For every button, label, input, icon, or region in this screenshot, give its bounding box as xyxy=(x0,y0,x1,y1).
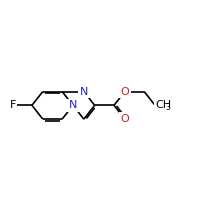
Text: N: N xyxy=(80,87,88,97)
Text: F: F xyxy=(9,100,16,110)
Text: O: O xyxy=(120,114,129,124)
Text: 3: 3 xyxy=(166,103,171,112)
Text: O: O xyxy=(120,87,129,97)
Text: N: N xyxy=(69,100,77,110)
Text: CH: CH xyxy=(155,100,171,110)
